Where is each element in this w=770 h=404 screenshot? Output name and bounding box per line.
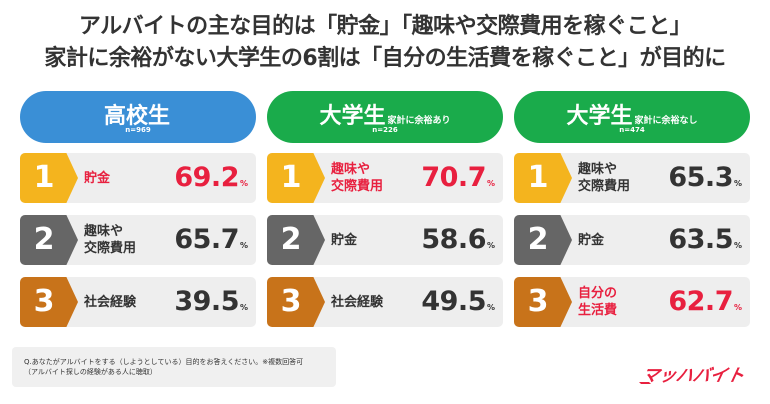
column-title: 大学生 家計に余裕なし: [566, 104, 698, 129]
column-header: 大学生 家計に余裕なし n=474: [514, 91, 750, 143]
sample-size: n=969: [125, 126, 151, 134]
headline-line-1: アルバイトの主な目的は「貯金」「趣味や交際費用を稼ぐこと」: [78, 14, 692, 39]
question-subtext: （アルバイト探しの経験がある人に聴取）: [24, 368, 157, 376]
rank-badge: 2: [20, 215, 78, 265]
sample-size: n=474: [619, 126, 645, 134]
rank-card-3: 3 自分の 生活費 62.7%: [514, 277, 750, 327]
column-title: 大学生 家計に余裕あり: [319, 104, 451, 129]
rank-label: 貯金: [84, 170, 111, 186]
rank-label: 趣味や 交際費用: [331, 162, 384, 194]
question-text: Q.あなたがアルバイトをする（しようとしている）目的をお答えください。※複数回答…: [24, 358, 304, 366]
rank-card-2: 2 貯金 63.5%: [514, 215, 750, 265]
rank-value: 63.5%: [668, 224, 742, 255]
rank-label: 趣味や 交際費用: [578, 162, 631, 194]
rank-card-3: 3 社会経験 49.5%: [267, 277, 503, 327]
rank-badge: 1: [267, 153, 325, 203]
column-subtitle: 家計に余裕あり: [387, 116, 451, 126]
sample-size: n=226: [372, 126, 398, 134]
rank-label: 貯金: [331, 232, 358, 248]
rank-value: 65.3%: [668, 162, 742, 193]
rank-card-1: 1 趣味や 交際費用 65.3%: [514, 153, 750, 203]
rank-value: 58.6%: [421, 224, 495, 255]
rank-value: 69.2%: [174, 162, 248, 193]
rank-value: 65.7%: [174, 224, 248, 255]
mach-baito-logo: マッハバイト: [639, 366, 746, 386]
rank-badge: 1: [514, 153, 572, 203]
rank-badge: 3: [20, 277, 78, 327]
rank-badge: 3: [514, 277, 572, 327]
rank-card-2: 2 趣味や 交際費用 65.7%: [20, 215, 256, 265]
column-university-tight: 大学生 家計に余裕なし n=474 1 趣味や 交際費用 65.3% 2 貯金 6…: [514, 91, 750, 327]
rank-value: 70.7%: [421, 162, 495, 193]
rank-label: 社会経験: [84, 294, 137, 310]
column-title: 高校生: [103, 104, 170, 129]
rank-label: 社会経験: [331, 294, 384, 310]
column-university-comfortable: 大学生 家計に余裕あり n=226 1 趣味や 交際費用 70.7% 2 貯金 5…: [267, 91, 503, 327]
rank-badge: 1: [20, 153, 78, 203]
logo-text: マッハバイト: [640, 366, 746, 386]
column-subtitle: 家計に余裕なし: [634, 116, 698, 126]
rank-value: 62.7%: [668, 286, 742, 317]
column-header: 高校生 n=969: [20, 91, 256, 143]
column-highschool: 高校生 n=969 1 貯金 69.2% 2 趣味や 交際費用 65.7% 3 …: [20, 91, 256, 327]
rank-card-3: 3 社会経験 39.5%: [20, 277, 256, 327]
headline-line-2: 家計に余裕がない大学生の6割は「自分の生活費を稼ぐこと」が目的に: [44, 46, 726, 71]
rank-label: 自分の 生活費: [578, 286, 618, 318]
rank-value: 39.5%: [174, 286, 248, 317]
rank-label: 貯金: [578, 232, 605, 248]
rank-card-2: 2 貯金 58.6%: [267, 215, 503, 265]
rank-badge: 2: [514, 215, 572, 265]
rank-badge: 3: [267, 277, 325, 327]
rank-value: 49.5%: [421, 286, 495, 317]
rank-label: 趣味や 交際費用: [84, 224, 137, 256]
rank-card-1: 1 趣味や 交際費用 70.7%: [267, 153, 503, 203]
column-header: 大学生 家計に余裕あり n=226: [267, 91, 503, 143]
question-note: Q.あなたがアルバイトをする（しようとしている）目的をお答えください。※複数回答…: [12, 347, 336, 387]
rank-badge: 2: [267, 215, 325, 265]
rank-card-1: 1 貯金 69.2%: [20, 153, 256, 203]
